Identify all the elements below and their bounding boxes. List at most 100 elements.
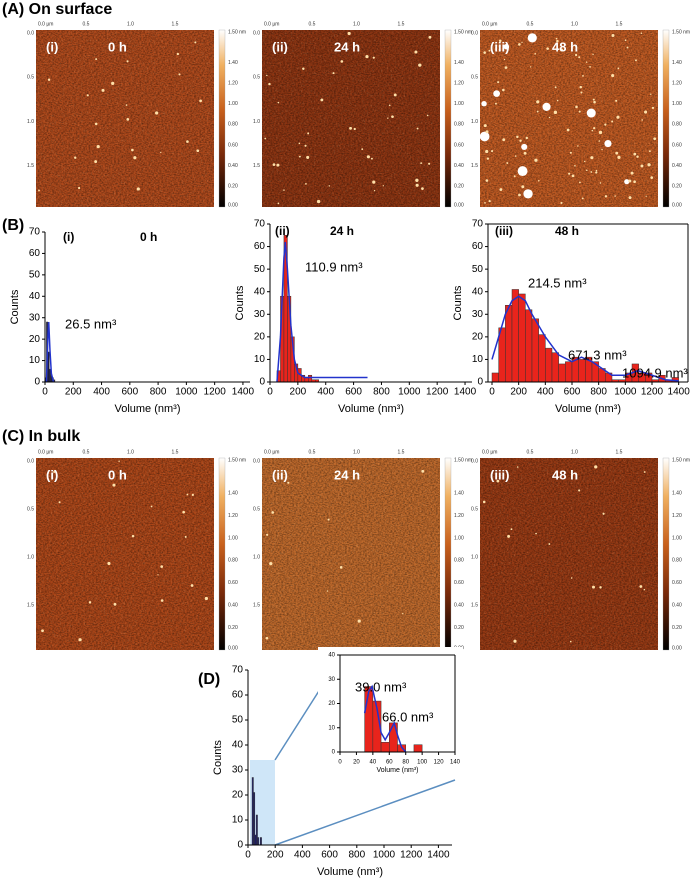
chart-panel-label: (i) bbox=[63, 230, 74, 244]
colorbar-tick: 0.80 bbox=[672, 558, 682, 564]
particle bbox=[199, 99, 202, 103]
particle bbox=[569, 151, 572, 154]
afm-image bbox=[36, 30, 214, 207]
afm-top-tick: 0.5 bbox=[83, 449, 90, 455]
particle bbox=[264, 137, 267, 140]
y-tick-label: 40 bbox=[232, 740, 244, 751]
colorbar-tick: 1.20 bbox=[454, 80, 464, 86]
colorbar-tick: 0.40 bbox=[454, 163, 464, 169]
particle bbox=[271, 511, 275, 514]
afm-left-tick: 1.5 bbox=[471, 602, 478, 608]
particle bbox=[499, 188, 503, 192]
afm-image bbox=[480, 458, 658, 650]
particle bbox=[488, 49, 491, 52]
x-tick-label: 1200 bbox=[400, 850, 423, 861]
particle bbox=[58, 501, 61, 504]
particle bbox=[560, 48, 564, 52]
particle bbox=[136, 187, 140, 191]
bar bbox=[545, 347, 553, 383]
particle bbox=[190, 584, 194, 587]
bar bbox=[538, 334, 546, 383]
particle bbox=[178, 73, 181, 76]
y-tick-label: 20 bbox=[29, 334, 41, 345]
particle bbox=[125, 104, 128, 106]
colorbar-tick: 1.50 nm bbox=[672, 457, 690, 463]
particle bbox=[332, 72, 335, 75]
y-tick-label: 40 bbox=[328, 653, 335, 659]
afm-left-tick: 1.5 bbox=[253, 163, 260, 169]
particle bbox=[624, 39, 627, 42]
particle bbox=[640, 32, 643, 34]
annotation: 39.0 nm³ bbox=[355, 679, 407, 694]
particle bbox=[157, 574, 159, 576]
particle bbox=[534, 52, 537, 55]
x-tick-label: 400 bbox=[93, 387, 110, 398]
afm-top-tick: 0.0 µm bbox=[38, 449, 53, 455]
particle bbox=[339, 566, 343, 569]
particle bbox=[584, 160, 586, 163]
particle bbox=[615, 151, 619, 155]
particle bbox=[602, 512, 605, 515]
image-label: (iii) bbox=[490, 39, 510, 54]
particle bbox=[598, 140, 601, 142]
x-tick-label: 400 bbox=[294, 850, 311, 861]
colorbar bbox=[662, 457, 670, 651]
particle bbox=[604, 195, 608, 198]
colorbar-tick: 1.50 nm bbox=[454, 29, 472, 35]
panel-label: (C) In bulk bbox=[2, 428, 80, 445]
afm-highlights bbox=[480, 458, 658, 650]
x-tick-label: 1000 bbox=[373, 850, 396, 861]
particle bbox=[560, 201, 563, 205]
y-tick-label: 60 bbox=[29, 248, 41, 259]
particle bbox=[536, 110, 539, 113]
particle bbox=[428, 162, 431, 165]
particle bbox=[591, 129, 594, 132]
colorbar-tick: 1.40 bbox=[454, 60, 464, 66]
colorbar-tick: 0.40 bbox=[228, 603, 238, 609]
particle bbox=[585, 61, 588, 63]
y-tick-label: 50 bbox=[29, 269, 41, 280]
x-tick-label: 60 bbox=[386, 760, 393, 766]
afm-image bbox=[262, 458, 440, 650]
particle bbox=[266, 74, 268, 77]
fit-curve bbox=[491, 295, 679, 382]
annotation: 671.3 nm³ bbox=[568, 347, 627, 362]
y-axis-label: Counts bbox=[452, 285, 464, 320]
afm-top-tick: 0.0 µm bbox=[264, 21, 279, 27]
particle bbox=[614, 195, 616, 197]
particle bbox=[486, 157, 490, 160]
afm-left-tick: 0.0 bbox=[253, 30, 260, 36]
particle bbox=[150, 505, 153, 508]
bar bbox=[257, 837, 260, 846]
y-tick-label: 30 bbox=[29, 312, 41, 323]
particle bbox=[592, 98, 595, 101]
particle bbox=[502, 88, 505, 92]
particle bbox=[548, 116, 551, 119]
colorbar-tick: 0.20 bbox=[228, 625, 238, 631]
afm-left-tick: 0.0 bbox=[471, 458, 478, 464]
afm-left-tick: 0.0 bbox=[27, 458, 34, 464]
particle bbox=[633, 180, 636, 184]
afm-top-tick: 1.0 bbox=[127, 21, 134, 27]
colorbar-tick: 1.20 bbox=[454, 513, 464, 519]
y-tick-label: 30 bbox=[328, 677, 335, 683]
annotation: 1094.9 nm³ bbox=[622, 365, 688, 380]
afm-image bbox=[479, 30, 658, 207]
particle bbox=[272, 163, 276, 166]
particle bbox=[47, 78, 51, 81]
particle bbox=[485, 149, 489, 154]
colorbar-tick: 1.20 bbox=[228, 513, 238, 519]
chart-subtitle: 24 h bbox=[330, 224, 354, 238]
x-tick-label: 200 bbox=[290, 387, 307, 398]
particle bbox=[326, 590, 329, 592]
particle bbox=[372, 180, 376, 184]
particle bbox=[577, 145, 579, 147]
y-tick-label: 60 bbox=[472, 241, 484, 252]
afm-left-tick: 1.5 bbox=[253, 602, 260, 608]
colorbar-tick: 0.60 bbox=[228, 580, 238, 586]
particle bbox=[568, 172, 571, 175]
y-axis-label: Counts bbox=[234, 285, 246, 320]
y-tick-label: 10 bbox=[254, 354, 266, 365]
y-tick-label: 70 bbox=[232, 665, 244, 676]
